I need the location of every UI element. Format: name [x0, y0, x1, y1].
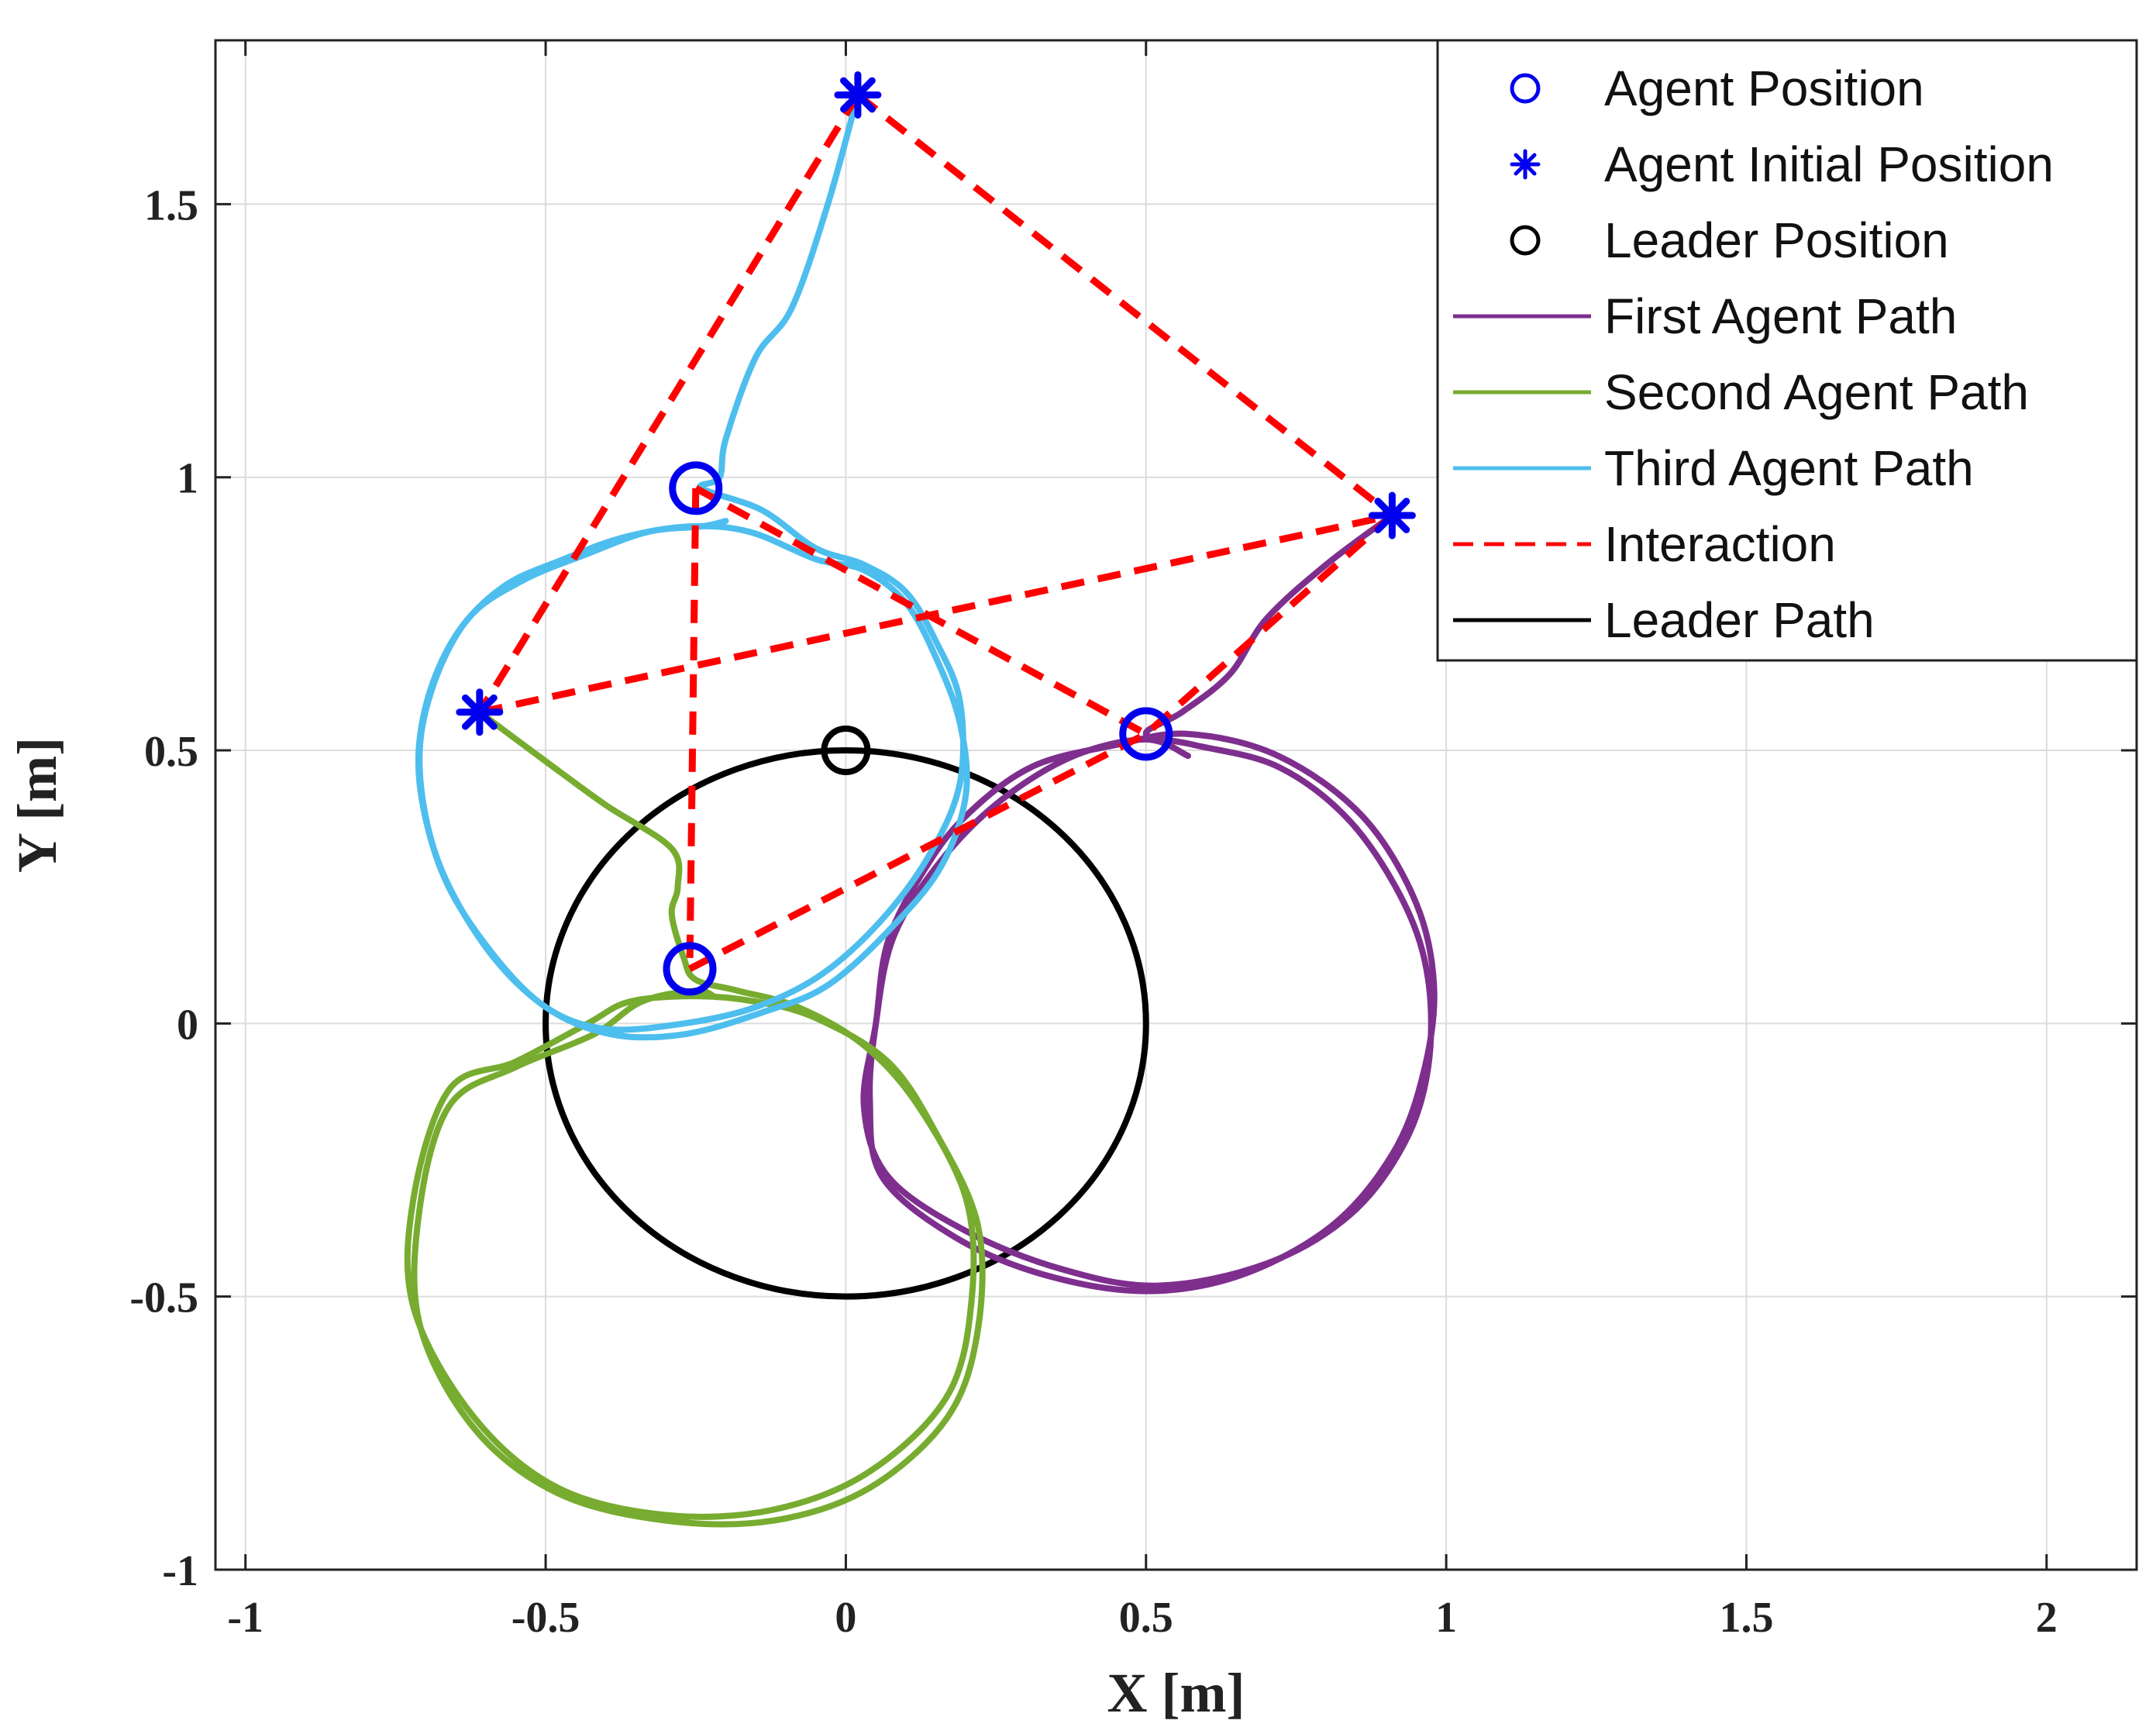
y-tick-label: 1 — [177, 455, 198, 503]
legend-label: Agent Position — [1604, 60, 1924, 116]
leader-position-marker — [821, 726, 871, 776]
first-agent-path — [860, 512, 1438, 1294]
interaction-line — [478, 512, 1393, 716]
marker-layer — [456, 71, 1416, 996]
interaction-line — [1143, 512, 1395, 737]
leader-path — [542, 747, 1149, 1300]
y-tick-label: 0.5 — [144, 728, 198, 776]
leader-path-layer — [542, 747, 1149, 1300]
legend: Agent Position Agent Initial Position Lead… — [1436, 39, 2138, 662]
second-agent-path — [404, 708, 986, 1528]
x-tick-label: 2 — [2036, 1594, 2058, 1642]
x-tick-label: -0.5 — [511, 1594, 580, 1642]
y-tick-label: 0 — [177, 1001, 198, 1049]
interaction-line — [687, 730, 1148, 972]
x-tick-label: 0.5 — [1119, 1594, 1173, 1642]
star-stroke — [1374, 498, 1410, 533]
y-tick-label: 1.5 — [144, 181, 198, 229]
y-tick-label: -0.5 — [129, 1274, 198, 1322]
legend-circle-icon — [1510, 225, 1541, 256]
legend-label: Agent Initial Position — [1604, 136, 2054, 192]
star-stroke — [1514, 153, 1537, 176]
interaction-line — [477, 93, 861, 715]
x-axis-label: X [m] — [1107, 1662, 1245, 1724]
legend-item: Leader Position — [1510, 212, 1949, 268]
star-stroke — [840, 77, 876, 113]
legend-item: Agent Position — [1510, 60, 1924, 116]
x-tick-label: 1 — [1435, 1594, 1457, 1642]
legend-box — [1436, 39, 2138, 662]
agent-initial-position-marker — [1368, 491, 1416, 540]
legend-label: Interaction — [1604, 516, 1836, 572]
x-tick-label: 1.5 — [1719, 1594, 1773, 1642]
x-tick-label: 0 — [835, 1594, 856, 1642]
y-axis-label: Y [m] — [6, 737, 68, 873]
interaction-line — [694, 484, 1148, 737]
agent-initial-position-marker — [834, 71, 882, 119]
plot-frame — [214, 39, 2138, 1571]
legend-item: Agent Initial Position — [1510, 136, 2054, 192]
legend-label: First Agent Path — [1604, 288, 1957, 344]
agent-paths-layer — [404, 91, 1438, 1528]
legend-label: Second Agent Path — [1604, 364, 2029, 420]
tick-labels: -1 -0.5 0 0.5 1 1.5 2 -1 -0.5 0 0.5 1 1.5 — [129, 181, 2057, 1642]
legend-circle-icon — [1510, 73, 1541, 104]
agent-initial-position-marker — [456, 688, 504, 736]
interaction-line — [856, 91, 1395, 519]
legend-item: Third Agent Path — [1453, 440, 1974, 496]
legend-item: Leader Path — [1453, 592, 1875, 648]
legend-label: Leader Path — [1604, 592, 1875, 648]
legend-item: Interaction — [1453, 516, 1836, 572]
legend-item: Second Agent Path — [1453, 364, 2029, 420]
third-agent-path — [415, 91, 970, 1041]
interaction-line — [686, 488, 700, 969]
legend-star-icon — [1510, 149, 1541, 180]
agent-position-marker — [1119, 707, 1173, 761]
star-stroke — [461, 694, 498, 730]
legend-item: First Agent Path — [1453, 288, 1957, 344]
legend-label: Leader Position — [1604, 212, 1949, 268]
interaction-layer — [477, 91, 1395, 972]
x-tick-label: -1 — [227, 1594, 263, 1642]
y-tick-label: -1 — [162, 1547, 198, 1595]
agent-position-marker — [669, 461, 723, 515]
agent-position-marker — [663, 942, 717, 996]
legend-label: Third Agent Path — [1604, 440, 1974, 496]
